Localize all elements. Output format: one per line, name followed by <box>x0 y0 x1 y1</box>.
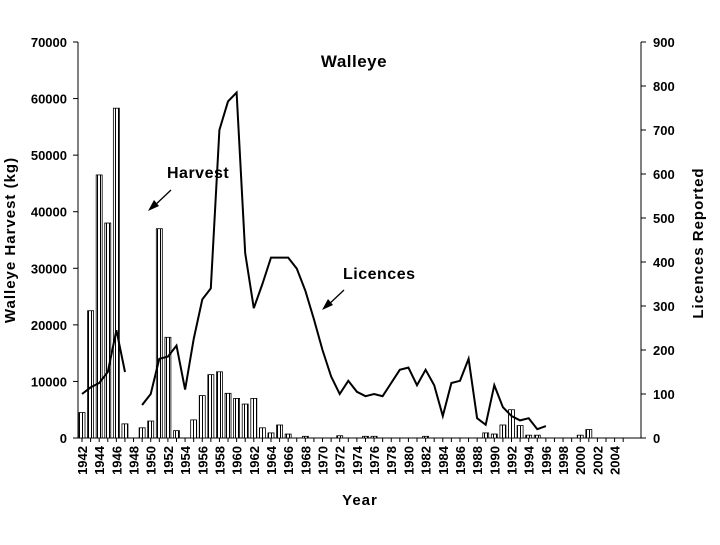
harvest-bar <box>362 435 369 439</box>
left-axis-title: Walleye Harvest (kg) <box>2 157 19 323</box>
harvest-bar <box>155 228 163 439</box>
licences-line <box>141 90 547 431</box>
harvest-bar <box>525 434 533 439</box>
x-axis-tick-label: 1992 <box>505 446 520 475</box>
harvest-bar <box>284 433 292 439</box>
right-axis-tick-label: 600 <box>653 167 675 182</box>
harvest-bar <box>301 435 309 439</box>
x-axis-tick-label: 1956 <box>195 446 210 475</box>
left-axis-tick-label: 40000 <box>31 205 67 220</box>
x-axis-tick-label: 1988 <box>470 446 485 475</box>
right-axis-tick-label: 700 <box>653 123 675 138</box>
right-axis-tick-label: 400 <box>653 255 675 270</box>
right-axis-tick-label: 900 <box>653 35 675 50</box>
x-axis-tick-label: 1952 <box>161 446 176 475</box>
harvest-bar <box>267 432 275 439</box>
left-axis-tick-label: 10000 <box>31 374 67 389</box>
x-axis-tick-label: 1990 <box>487 446 502 475</box>
harvest-bar <box>224 392 232 439</box>
x-axis-tick-label: 1978 <box>384 446 399 475</box>
x-axis-tick-label: 1986 <box>453 446 468 475</box>
x-axis-tick-label: 2004 <box>608 445 623 475</box>
x-axis-tick-label: 1948 <box>127 446 142 475</box>
right-axis-tick-label: 500 <box>653 211 675 226</box>
x-axis-tick-label: 1962 <box>247 446 262 475</box>
harvest-bar <box>516 425 524 439</box>
harvest-bar <box>490 433 498 439</box>
right-axis-tick-label: 0 <box>653 431 660 446</box>
left-axis-tick-label: 70000 <box>31 35 67 50</box>
harvest-bar <box>173 430 180 439</box>
harvest-arrowhead <box>148 200 159 211</box>
harvest-bar <box>207 374 215 439</box>
harvest-bar <box>121 423 129 439</box>
x-axis-tick-label: 1942 <box>75 446 90 475</box>
left-axis-tick-label: 20000 <box>31 318 67 333</box>
harvest-bar <box>147 420 155 439</box>
harvest-bar <box>216 371 223 439</box>
right-axis-tick-label: 800 <box>653 79 675 94</box>
harvest-bar <box>499 424 507 439</box>
left-axis-tick-label: 30000 <box>31 261 67 276</box>
harvest-bar <box>241 403 249 439</box>
chart-title: Walleye <box>321 52 387 71</box>
left-axis-tick-label: 0 <box>60 431 67 446</box>
harvest-bar <box>533 434 541 439</box>
harvest-bar <box>422 435 430 439</box>
harvest-bar <box>576 434 584 439</box>
harvest-bar <box>87 310 94 439</box>
left-axis-tick-label: 60000 <box>31 92 67 107</box>
right-axis-title: Licences Reported <box>690 167 707 318</box>
x-axis-tick-label: 1996 <box>539 446 554 475</box>
harvest-bar <box>250 397 258 439</box>
harvest-bar <box>112 107 120 439</box>
plot-layer: 0 10000 20000 30000 40000 50000 60000 70000 0 100… <box>31 35 675 475</box>
x-axis-tick-label: 2002 <box>590 446 605 475</box>
harvest-bar <box>258 427 266 439</box>
x-axis-tick-label: 2000 <box>573 446 588 475</box>
x-axis-title: Year <box>342 492 378 509</box>
licences-line <box>81 329 126 395</box>
left-axis-tick-label: 50000 <box>31 148 67 163</box>
x-axis-tick-label: 1954 <box>178 445 193 475</box>
harvest-bar <box>104 222 112 439</box>
right-axis-tick-label: 300 <box>653 299 675 314</box>
x-axis-tick-label: 1950 <box>144 446 159 475</box>
harvest-bar <box>482 432 490 439</box>
x-axis-tick-label: 1998 <box>556 446 571 475</box>
right-axis-tick-label: 100 <box>653 387 675 402</box>
harvest-bar <box>370 435 378 439</box>
harvest-annotation: Harvest <box>167 165 229 182</box>
harvest-bar <box>336 435 344 439</box>
harvest-bar <box>138 427 146 439</box>
harvest-bar <box>190 419 198 439</box>
harvest-bar <box>233 397 241 439</box>
right-axis-tick-label: 200 <box>653 343 675 358</box>
harvest-bar <box>78 412 86 439</box>
licences-arrowhead <box>322 299 333 310</box>
x-axis-tick-label: 1982 <box>419 446 434 475</box>
harvest-bar <box>198 395 206 439</box>
x-axis-tick-label: 1984 <box>436 445 451 475</box>
x-axis-tick-label: 1964 <box>264 445 279 475</box>
x-axis-tick-label: 1944 <box>92 445 107 475</box>
x-axis-tick-label: 1960 <box>230 446 245 475</box>
x-axis-tick-label: 1972 <box>333 446 348 475</box>
harvest-bar <box>585 429 593 439</box>
x-axis-tick-label: 1974 <box>350 445 365 475</box>
harvest-bar <box>276 424 283 439</box>
x-axis-tick-label: 1970 <box>316 446 331 475</box>
x-axis-tick-label: 1958 <box>212 446 227 475</box>
x-axis-tick-label: 1976 <box>367 446 382 475</box>
licences-annotation: Licences <box>343 266 415 283</box>
x-axis-tick-label: 1968 <box>298 446 313 475</box>
x-axis-tick-label: 1966 <box>281 446 296 475</box>
x-axis-tick-label: 1946 <box>109 446 124 475</box>
x-axis-tick-label: 1980 <box>401 446 416 475</box>
harvest-bar <box>95 174 103 439</box>
x-axis-tick-label: 1994 <box>522 445 537 475</box>
